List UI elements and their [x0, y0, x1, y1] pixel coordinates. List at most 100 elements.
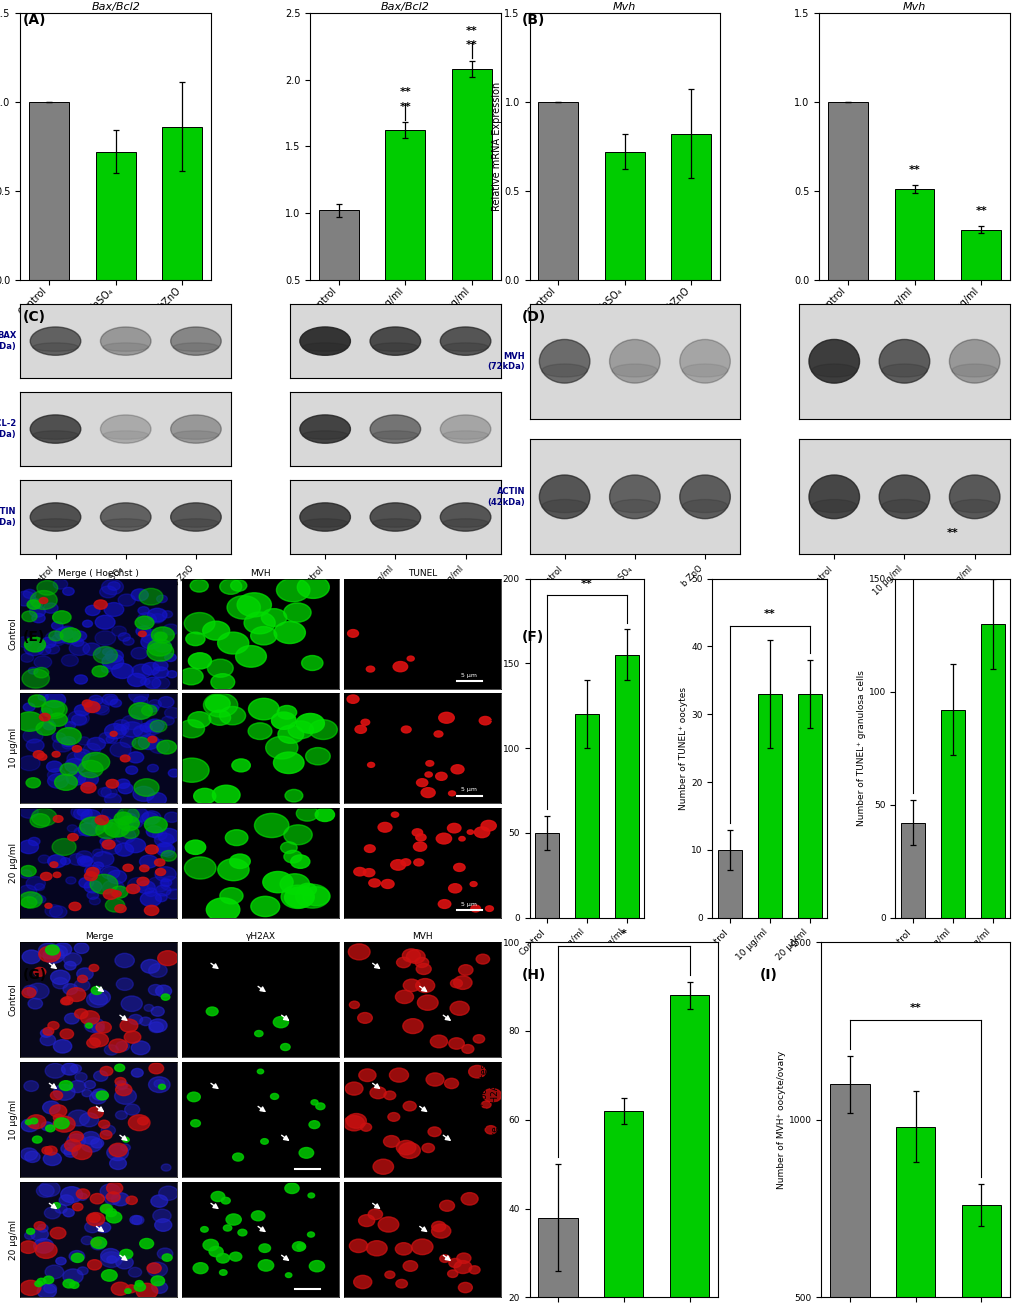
Circle shape: [154, 640, 171, 652]
Circle shape: [100, 1205, 112, 1213]
Circle shape: [273, 752, 304, 773]
Circle shape: [124, 1031, 141, 1043]
Circle shape: [74, 828, 86, 836]
Circle shape: [74, 1009, 88, 1018]
Circle shape: [39, 943, 59, 958]
Circle shape: [63, 1279, 74, 1288]
Circle shape: [31, 814, 50, 828]
Circle shape: [114, 812, 132, 825]
Y-axis label: MVH
(72kDa): MVH (72kDa): [487, 352, 525, 372]
Circle shape: [91, 1237, 107, 1248]
Circle shape: [69, 642, 90, 656]
Ellipse shape: [31, 327, 81, 355]
Bar: [829, 1084, 868, 1304]
Circle shape: [111, 1282, 129, 1295]
Circle shape: [407, 656, 414, 661]
Circle shape: [481, 820, 496, 831]
Circle shape: [458, 1282, 472, 1292]
Circle shape: [104, 1045, 118, 1055]
Circle shape: [354, 1275, 372, 1288]
Circle shape: [43, 1028, 54, 1035]
Circle shape: [190, 579, 208, 592]
Ellipse shape: [103, 430, 149, 439]
Bar: [797, 694, 821, 918]
Circle shape: [102, 806, 123, 820]
Circle shape: [32, 613, 45, 623]
Ellipse shape: [440, 415, 490, 443]
Circle shape: [148, 764, 158, 772]
Circle shape: [206, 1007, 218, 1016]
Circle shape: [117, 1082, 126, 1089]
Circle shape: [347, 630, 358, 638]
Circle shape: [15, 712, 44, 732]
Circle shape: [187, 1093, 200, 1102]
Circle shape: [283, 825, 312, 845]
Circle shape: [111, 664, 133, 678]
Ellipse shape: [170, 415, 221, 443]
Bar: [895, 1127, 934, 1304]
Circle shape: [87, 738, 105, 750]
Circle shape: [53, 579, 67, 589]
Circle shape: [283, 850, 302, 863]
Circle shape: [102, 694, 118, 705]
Circle shape: [30, 1118, 38, 1124]
Circle shape: [85, 1222, 100, 1232]
Circle shape: [360, 1123, 371, 1132]
Circle shape: [152, 677, 169, 690]
Circle shape: [453, 975, 472, 990]
Circle shape: [179, 668, 203, 685]
Circle shape: [384, 1271, 394, 1278]
Circle shape: [121, 715, 142, 730]
Circle shape: [296, 806, 318, 822]
Circle shape: [459, 965, 473, 975]
Circle shape: [45, 905, 62, 917]
Circle shape: [48, 1021, 59, 1030]
Circle shape: [72, 746, 82, 752]
Circle shape: [231, 759, 250, 772]
Circle shape: [209, 711, 230, 725]
Circle shape: [156, 868, 165, 875]
Circle shape: [373, 1159, 393, 1175]
Circle shape: [391, 812, 398, 818]
Circle shape: [145, 816, 167, 833]
Circle shape: [189, 653, 211, 669]
Circle shape: [142, 630, 161, 644]
Circle shape: [120, 1020, 138, 1031]
Title: Bax/Bcl2: Bax/Bcl2: [91, 3, 140, 12]
Circle shape: [23, 729, 43, 743]
Circle shape: [114, 725, 128, 734]
Circle shape: [100, 1184, 120, 1198]
Circle shape: [43, 1101, 60, 1114]
Circle shape: [44, 1208, 60, 1219]
Circle shape: [43, 948, 64, 964]
Circle shape: [145, 677, 161, 689]
Circle shape: [299, 883, 316, 896]
Circle shape: [148, 608, 167, 622]
Circle shape: [148, 1262, 167, 1277]
Circle shape: [136, 1281, 143, 1286]
Circle shape: [69, 1132, 84, 1142]
Text: *: *: [621, 930, 626, 939]
Text: (C): (C): [22, 310, 46, 325]
Circle shape: [131, 1068, 143, 1077]
Circle shape: [395, 1243, 412, 1254]
Circle shape: [102, 1205, 112, 1213]
Circle shape: [155, 859, 165, 866]
Circle shape: [149, 1077, 170, 1093]
Circle shape: [52, 838, 76, 855]
Circle shape: [61, 1144, 76, 1154]
Circle shape: [303, 887, 330, 906]
Circle shape: [158, 696, 174, 708]
Ellipse shape: [300, 503, 351, 531]
Ellipse shape: [372, 343, 418, 351]
Circle shape: [130, 705, 151, 720]
Circle shape: [139, 588, 163, 605]
Circle shape: [67, 824, 77, 832]
Circle shape: [223, 1224, 231, 1231]
Circle shape: [46, 1125, 55, 1132]
Circle shape: [115, 905, 126, 913]
Ellipse shape: [33, 343, 78, 351]
Circle shape: [115, 844, 133, 857]
Circle shape: [62, 996, 73, 1005]
Circle shape: [38, 754, 47, 760]
